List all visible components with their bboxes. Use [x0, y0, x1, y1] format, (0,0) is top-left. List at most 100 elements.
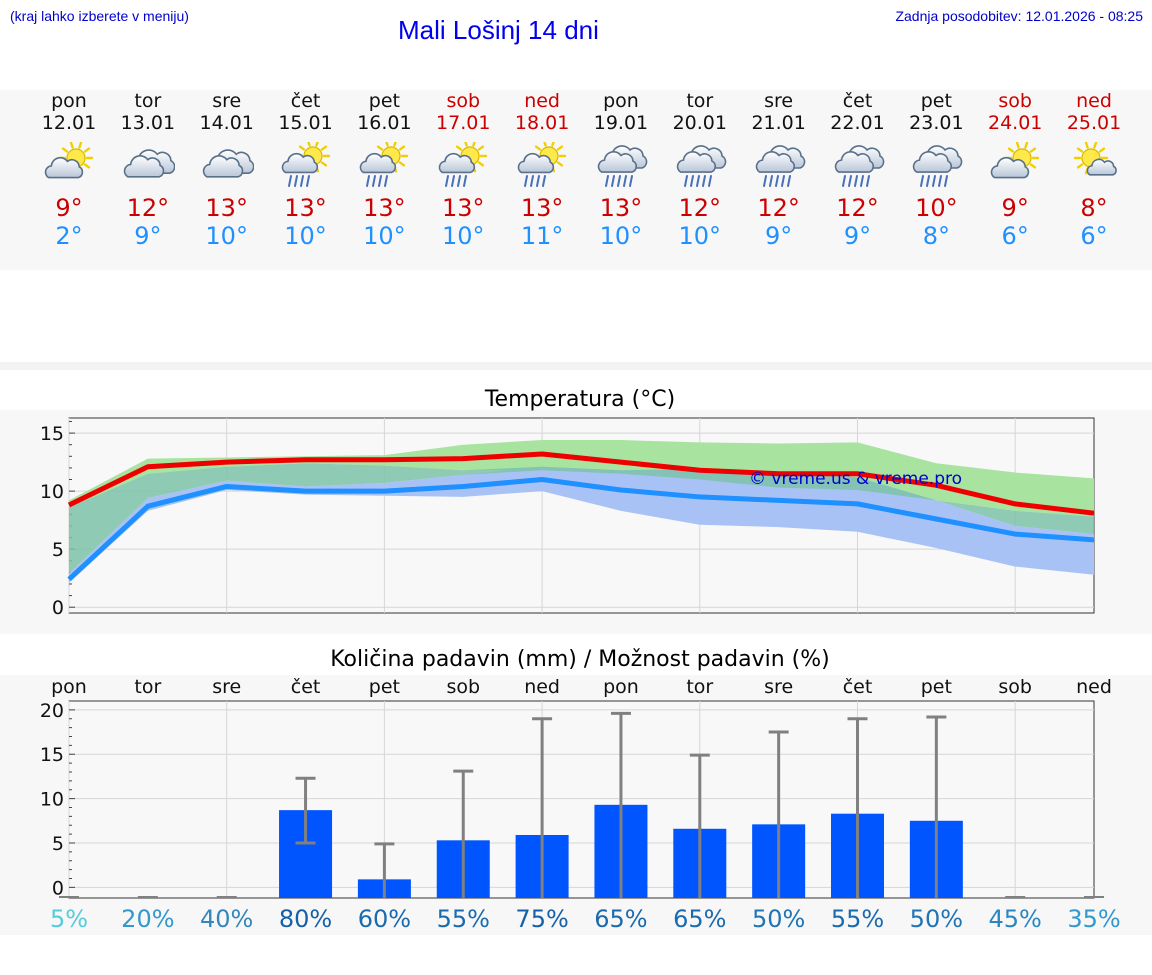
divider [0, 362, 1152, 370]
partly-cloudy-icon [990, 142, 1040, 179]
y-tick-label: 5 [52, 833, 64, 855]
max-temperature: 13° [599, 194, 643, 222]
day-name: sob [998, 90, 1032, 112]
min-temperature: 10° [599, 222, 643, 250]
day-date: 21.01 [751, 112, 806, 134]
day-date: 18.01 [514, 112, 570, 134]
precipitation-probability: 50% [752, 905, 805, 933]
max-temperature-line [67, 451, 1095, 516]
day-date: 22.01 [830, 112, 885, 134]
daily-forecast-strip: pon 12.01 9° 2° tor 13.01 12° 9° sre 14.01 13° 10° č… [0, 90, 1152, 270]
precipitation-probability: 75% [515, 905, 568, 933]
min-temperature: 9° [765, 222, 793, 250]
day-name: ned [1076, 90, 1112, 112]
max-temperature: 12° [757, 194, 800, 222]
min-temperature: 10° [205, 222, 248, 250]
day-name: sob [446, 90, 481, 112]
x-category-label: sob [998, 676, 1032, 698]
y-tick-label: 15 [40, 423, 64, 445]
day-name: ned [524, 90, 560, 112]
y-tick-label: 20 [40, 700, 64, 722]
day-date: 20.01 [672, 112, 727, 134]
day-date: 14.01 [199, 112, 254, 134]
day-column: čet 15.01 13° 10° [261, 90, 351, 250]
cloud-rain-icon [913, 145, 963, 187]
min-temperature: 2° [55, 222, 83, 250]
x-category-label: pet [369, 676, 400, 698]
day-column: čet 22.01 12° 9° [813, 90, 903, 250]
max-temperature: 13° [520, 194, 564, 222]
min-temperature: 9° [843, 222, 872, 250]
x-category-label: pon [603, 676, 639, 698]
day-date: 16.01 [357, 112, 412, 134]
day-date: 15.01 [278, 112, 333, 134]
min-temperature: 10° [678, 222, 722, 250]
x-category-label: sre [764, 676, 793, 698]
max-temperature: 13° [363, 194, 406, 222]
min-temperature: 10° [363, 222, 406, 250]
min-temperature: 10° [284, 222, 327, 250]
y-tick-label: 10 [40, 481, 64, 503]
min-temperature-range-band [69, 466, 1095, 583]
day-name: tor [686, 90, 714, 112]
min-temperature: 6° [1080, 222, 1108, 250]
precipitation-probability: 80% [279, 905, 332, 933]
day-column: ned 25.01 8° 6° [1049, 90, 1139, 250]
x-category-label: ned [1076, 676, 1112, 698]
max-temperature: 13° [284, 194, 327, 222]
precipitation-probability: 55% [831, 905, 884, 933]
temperature-chart-title: Temperatura (°C) [484, 387, 676, 412]
y-tick-label: 5 [52, 539, 64, 561]
x-category-label: čet [291, 676, 321, 698]
last-updated: Zadnja posodobitev: 12.01.2026 - 08:25 [895, 8, 1143, 24]
x-category-label: pon [51, 676, 87, 698]
max-temperature: 12° [126, 194, 170, 222]
max-temperature: 9° [55, 194, 83, 222]
day-name: tor [134, 90, 162, 112]
y-tick-label: 10 [40, 789, 64, 811]
day-date: 19.01 [593, 112, 649, 134]
precipitation-probability: 55% [437, 905, 490, 933]
page-title: Mali Lošinj 14 dni [398, 15, 599, 45]
precipitation-probability: 45% [989, 905, 1042, 933]
x-category-label: tor [134, 676, 161, 698]
max-temperature: 10° [915, 194, 958, 222]
location-menu-hint[interactable]: (kraj lahko izberete v meniju) [10, 8, 189, 24]
day-column: sre 21.01 12° 9° [734, 90, 824, 250]
sun-rain-icon [360, 142, 409, 187]
day-column: pet 16.01 13° 10° [339, 90, 429, 250]
min-temperature: 6° [1001, 222, 1029, 250]
temperature-chart: 0 5 10 15 © vreme.us & vreme.pro [40, 417, 1095, 619]
day-column: sob 17.01 13° 10° [418, 90, 508, 250]
day-name: pon [51, 90, 87, 112]
day-column: tor 20.01 12° 10° [655, 90, 745, 250]
cloudy-icon [202, 149, 254, 178]
day-column: tor 13.01 12° 9° [103, 90, 193, 250]
day-column: sob 24.01 9° 6° [970, 90, 1060, 250]
day-name: sre [212, 90, 242, 112]
day-date: 25.01 [1066, 112, 1122, 134]
day-name: čet [842, 90, 873, 112]
precipitation-chart-title: Količina padavin (mm) / Možnost padavin … [330, 647, 830, 672]
precipitation-probability: 35% [1067, 905, 1120, 933]
precipitation-probability: 5% [50, 905, 88, 933]
day-column: ned 18.01 13° 11° [497, 90, 587, 250]
min-temperature: 11° [520, 222, 564, 250]
day-date: 17.01 [436, 112, 491, 134]
sun-rain-icon [438, 142, 488, 187]
precipitation-probability: 40% [200, 905, 253, 933]
sun-rain-icon [517, 142, 567, 187]
precipitation-probability: 65% [594, 905, 647, 933]
precipitation-probability: 50% [910, 905, 963, 933]
max-temperature: 9° [1001, 194, 1029, 222]
x-category-label: sre [212, 676, 241, 698]
day-column: pon 12.01 9° 2° [24, 90, 114, 250]
day-column: pet 23.01 10° 8° [891, 90, 981, 250]
y-tick-label: 0 [52, 877, 64, 899]
overlap-range-band [69, 463, 1095, 574]
min-temperature: 10° [441, 222, 485, 250]
precipitation-probability: 60% [358, 905, 411, 933]
day-name: pet [368, 90, 400, 112]
precipitation-probability: 65% [673, 905, 726, 933]
